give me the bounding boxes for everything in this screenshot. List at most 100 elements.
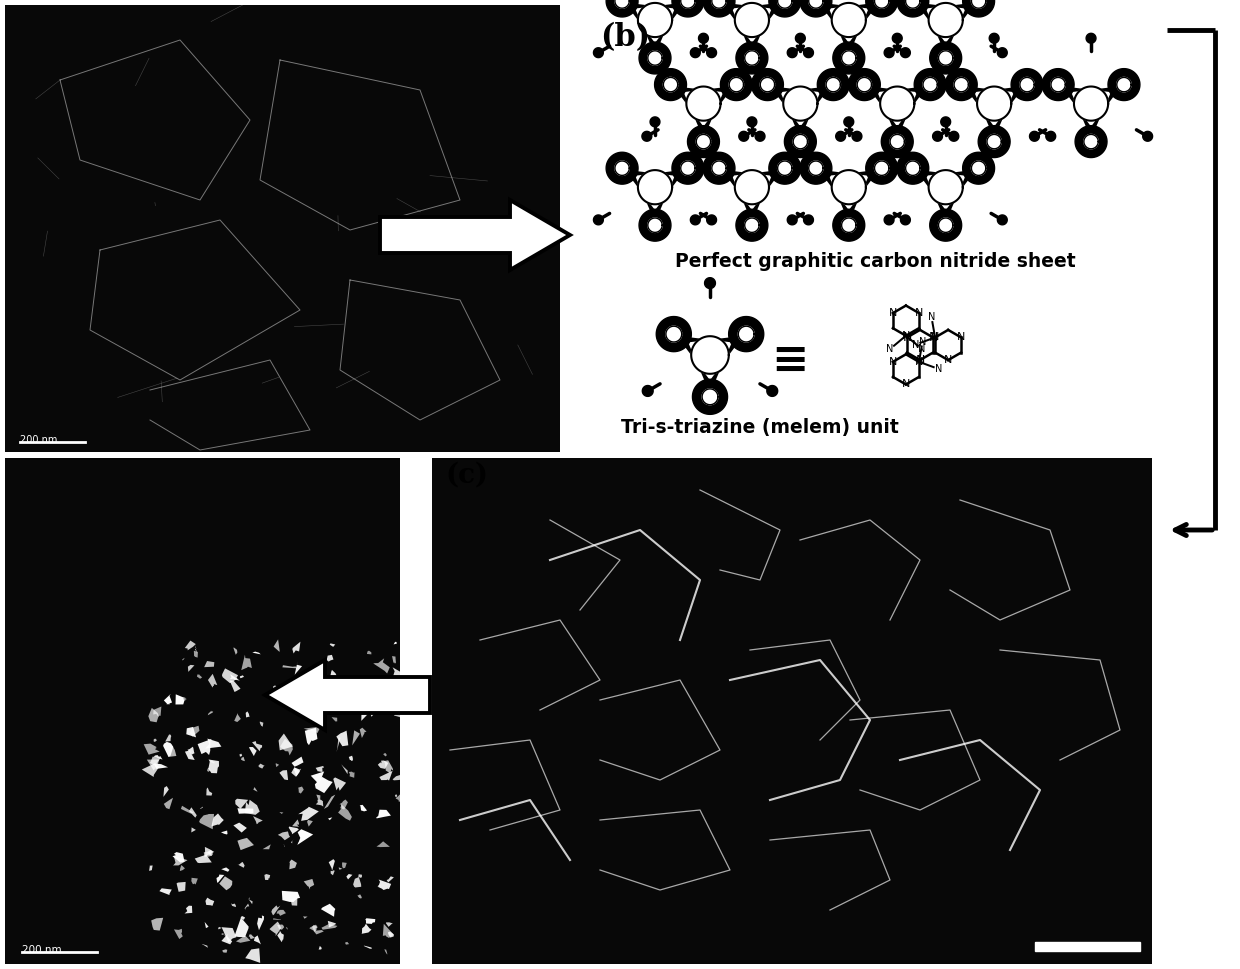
Polygon shape [342,862,347,868]
Polygon shape [1045,132,1055,141]
Text: N: N [918,344,925,354]
Polygon shape [200,806,203,809]
Polygon shape [647,50,662,65]
Polygon shape [273,919,281,920]
Polygon shape [384,761,393,773]
Polygon shape [305,728,317,745]
Polygon shape [197,739,212,755]
Polygon shape [193,651,198,658]
Polygon shape [712,0,727,8]
Polygon shape [236,935,250,943]
Polygon shape [687,86,720,121]
Polygon shape [642,132,652,141]
Polygon shape [272,905,280,916]
Polygon shape [154,706,161,717]
Text: N: N [889,308,897,318]
Polygon shape [304,681,315,687]
Polygon shape [321,904,335,917]
Polygon shape [200,814,215,829]
Polygon shape [379,200,570,270]
Polygon shape [237,808,253,814]
Polygon shape [180,865,185,871]
Polygon shape [293,641,300,653]
Polygon shape [326,655,334,662]
Polygon shape [897,0,929,17]
Polygon shape [221,830,227,834]
Polygon shape [357,696,370,706]
Text: N: N [915,354,925,366]
Polygon shape [186,727,196,737]
Polygon shape [874,161,889,175]
Polygon shape [205,661,215,668]
Polygon shape [164,786,169,797]
Polygon shape [304,879,314,890]
Polygon shape [165,735,171,741]
Text: N: N [915,357,923,367]
Polygon shape [345,942,350,945]
Polygon shape [1143,132,1153,141]
Polygon shape [949,132,959,141]
Polygon shape [280,738,293,756]
Polygon shape [652,4,681,47]
Polygon shape [190,726,200,736]
Text: Tri-s-triazine (melem) unit: Tri-s-triazine (melem) unit [621,418,899,437]
Polygon shape [392,656,396,664]
Polygon shape [703,152,735,184]
Polygon shape [211,813,223,827]
Polygon shape [312,924,317,931]
Polygon shape [775,87,826,93]
Polygon shape [606,0,639,17]
Polygon shape [941,117,951,127]
Polygon shape [594,47,604,57]
Polygon shape [217,875,224,883]
Polygon shape [329,817,332,820]
Polygon shape [352,707,357,713]
Polygon shape [164,742,174,757]
Polygon shape [290,897,298,906]
Polygon shape [149,865,153,871]
Polygon shape [260,722,263,727]
Polygon shape [630,4,681,9]
Polygon shape [900,215,910,225]
Polygon shape [735,3,769,37]
Polygon shape [777,161,792,175]
Polygon shape [324,795,335,809]
Polygon shape [377,841,389,847]
Polygon shape [336,737,341,752]
Polygon shape [787,47,797,57]
Polygon shape [237,862,244,868]
Polygon shape [315,679,320,682]
Polygon shape [866,0,898,17]
Polygon shape [278,930,284,942]
Polygon shape [897,152,929,184]
Polygon shape [185,906,192,914]
Polygon shape [205,847,215,857]
Polygon shape [316,799,324,806]
Bar [5,5,560,452]
Polygon shape [294,680,299,684]
Polygon shape [154,738,157,742]
Polygon shape [707,47,717,57]
Polygon shape [206,897,215,906]
Polygon shape [872,87,923,93]
Polygon shape [229,680,241,692]
Polygon shape [652,171,681,214]
Polygon shape [977,86,1012,121]
Polygon shape [930,42,962,74]
Polygon shape [942,4,971,47]
Polygon shape [852,132,862,141]
Polygon shape [826,78,841,92]
Polygon shape [279,812,283,814]
Polygon shape [234,713,241,722]
Polygon shape [932,132,942,141]
Text: N: N [957,332,966,342]
Polygon shape [846,171,874,214]
Polygon shape [655,69,687,101]
Polygon shape [842,218,856,233]
Polygon shape [197,674,202,678]
Polygon shape [222,934,232,945]
Polygon shape [1117,78,1131,92]
Polygon shape [749,4,777,47]
Text: N: N [931,332,939,342]
Polygon shape [797,87,826,131]
